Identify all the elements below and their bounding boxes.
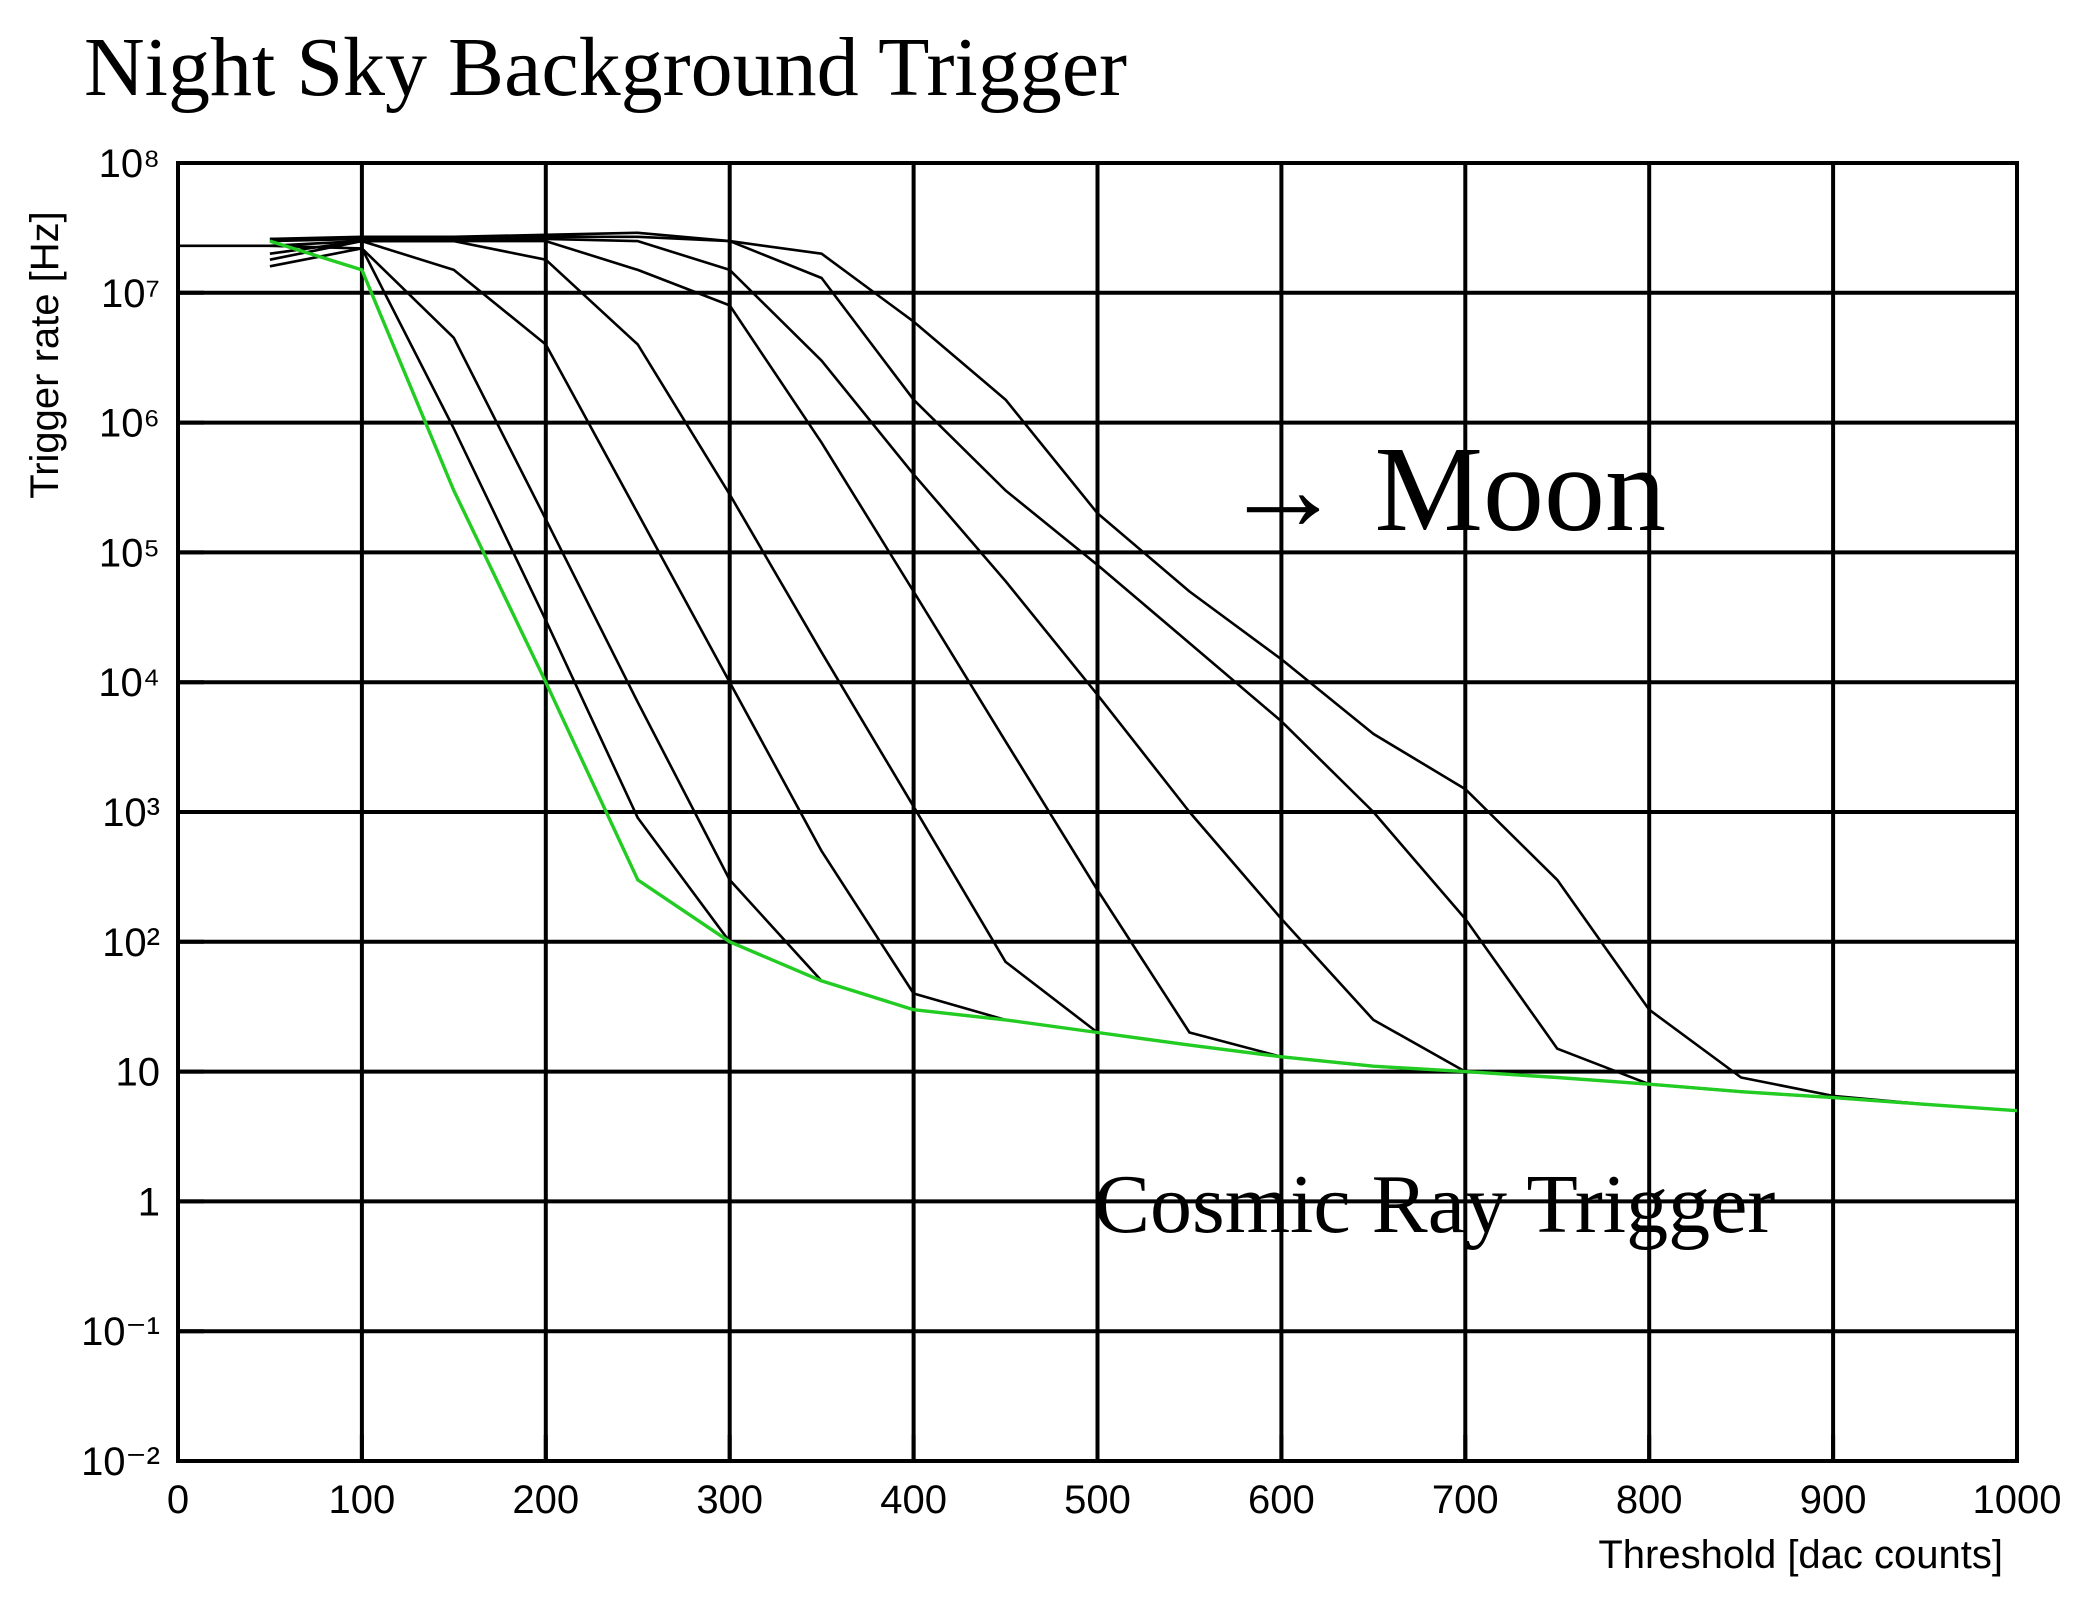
y-tick-label: 10³ [102,791,160,835]
y-tick-label: 10² [102,921,160,965]
x-tick-label: 600 [1248,1478,1315,1522]
x-tick-label: 0 [167,1478,189,1522]
data-line [269,239,2018,1113]
y-axis-label: Trigger rate [Hz] [23,211,67,498]
x-tick-label: 700 [1432,1478,1499,1522]
annotation: Cosmic Ray Trigger [1094,1158,1775,1251]
x-tick-label: 400 [880,1478,947,1522]
y-tick-label: 10 [116,1051,161,1095]
x-tick-label: 500 [1064,1478,1131,1522]
y-tick-label: 10⁷ [101,272,160,316]
plot-frame [176,161,2019,1463]
x-tick-label: 800 [1616,1478,1683,1522]
y-tick-label: 10⁸ [99,142,160,186]
y-tick-label: 10⁻² [81,1440,160,1484]
y-tick-label: 1 [138,1180,160,1224]
chart-title: Night Sky Background Trigger [84,21,1127,114]
x-tick-label: 200 [512,1478,579,1522]
y-tick-label: 10⁵ [99,531,160,575]
plot-area: 10⁻² 10⁻¹ 1 10 10² 10³ 10⁴ 10⁵ 10⁶ 10⁷ 10⁸ 0 100 200 3… [81,142,2061,1522]
x-tick-label: 1000 [1973,1478,2062,1522]
y-tick-label: 10⁴ [98,661,160,705]
x-tick-label: 100 [329,1478,396,1522]
y-tick-label: 10⁻¹ [81,1310,160,1354]
annotation: → Moon [1222,422,1666,557]
x-tick-label: 900 [1800,1478,1867,1522]
y-tick-label: 10⁶ [99,402,160,446]
data-line [269,231,1926,1106]
x-axis-label: Threshold [dac counts] [1598,1533,2003,1577]
x-tick-label: 300 [696,1478,763,1522]
